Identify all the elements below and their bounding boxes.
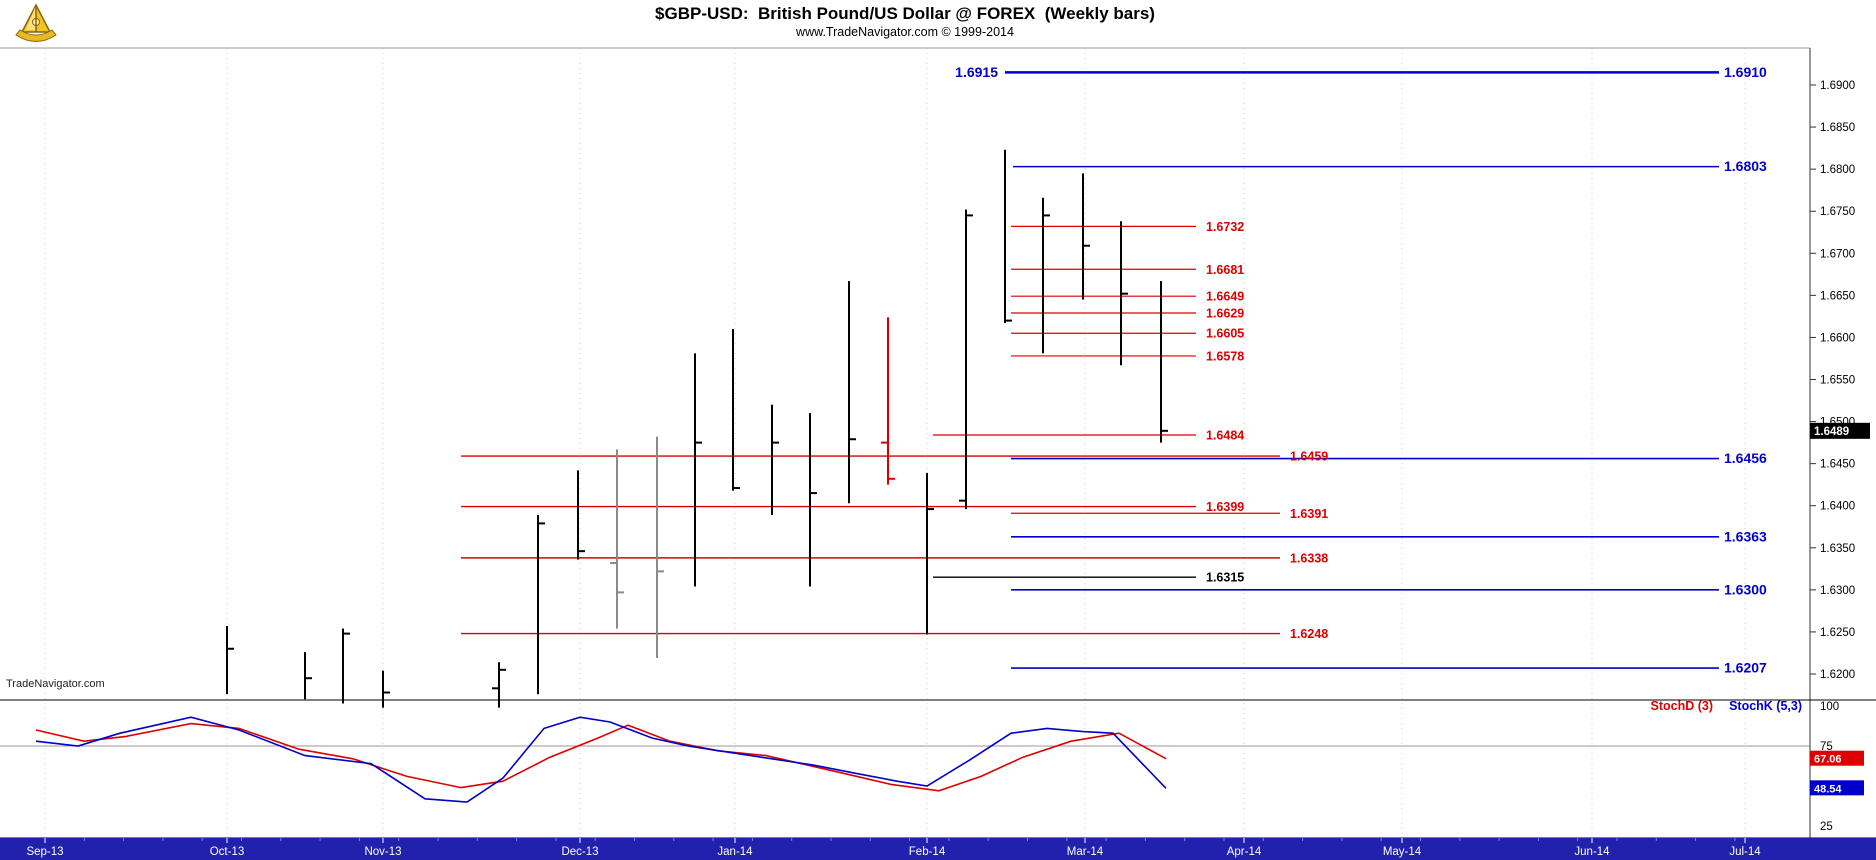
stoch-line-StochD[interactable]	[35, 722, 1167, 792]
stoch-value-badge	[1810, 780, 1864, 796]
month-label: Sep-13	[26, 846, 63, 858]
stoch-d-legend: StochD (3)	[1651, 699, 1714, 713]
price-tick-label: 1.6550	[1820, 375, 1855, 387]
month-label: May-14	[1383, 846, 1422, 858]
level-label: 1.6391	[1290, 507, 1328, 521]
month-label: Apr-14	[1227, 846, 1262, 858]
level-label: 1.6803	[1724, 158, 1767, 174]
level-label: 1.6363	[1724, 528, 1767, 544]
watermark: TradeNavigator.com	[6, 678, 105, 690]
price-tick-label: 1.6400	[1820, 501, 1855, 513]
price-tick-label: 1.6800	[1820, 164, 1855, 176]
level-label: 1.6300	[1724, 581, 1767, 597]
price-tick-label: 1.6850	[1820, 122, 1855, 134]
price-tick-label: 1.6700	[1820, 248, 1855, 260]
price-tick-label: 1.6250	[1820, 627, 1855, 639]
month-label: Jun-14	[1574, 846, 1610, 858]
tradenavigator-logo	[8, 2, 64, 46]
level-label: 1.6578	[1206, 349, 1244, 363]
month-label: Jul-14	[1729, 846, 1761, 858]
current-price-badge	[1810, 422, 1870, 439]
level-label: 1.6649	[1206, 290, 1244, 304]
chart-title: $GBP-USD: British Pound/US Dollar @ FORE…	[655, 4, 1155, 23]
date-axis-bar	[0, 838, 1876, 860]
price-tick-label: 1.6750	[1820, 206, 1855, 218]
level-label: 1.6459	[1290, 450, 1328, 464]
level-label: 1.6399	[1206, 500, 1244, 514]
price-tick-label: 1.6450	[1820, 459, 1855, 471]
level-label: 1.6629	[1206, 307, 1244, 321]
level-label: 1.6484	[1206, 429, 1244, 443]
level-label: 1.6732	[1206, 220, 1244, 234]
price-tick-label: 1.6600	[1820, 332, 1855, 344]
price-tick-label: 1.6650	[1820, 290, 1855, 302]
month-label: Feb-14	[909, 846, 946, 858]
current-price-label: 1.6489	[1814, 426, 1849, 438]
month-label: Jan-14	[717, 846, 753, 858]
tradenavigator-logo-graphic	[15, 3, 57, 42]
stoch-line-StochK[interactable]	[35, 716, 1167, 803]
level-label: 1.6207	[1724, 660, 1767, 676]
month-label: Mar-14	[1067, 846, 1104, 858]
level-label: 1.6915	[955, 64, 998, 80]
price-tick-label: 1.6350	[1820, 543, 1855, 555]
level-label: 1.6605	[1206, 327, 1244, 341]
stoch-value-label: 67.06	[1814, 754, 1842, 766]
stoch-scale-label: 25	[1820, 821, 1833, 833]
price-tick-label: 1.6200	[1820, 669, 1855, 681]
month-label: Dec-13	[561, 846, 598, 858]
level-label: 1.6456	[1724, 450, 1767, 466]
level-label: 1.6315	[1206, 571, 1244, 585]
stoch-scale-label: 75	[1820, 741, 1833, 753]
stoch-value-label: 48.54	[1814, 783, 1842, 795]
price-tick-label: 1.6300	[1820, 585, 1855, 597]
month-label: Oct-13	[210, 846, 245, 858]
level-label: 1.6338	[1290, 551, 1328, 565]
level-label: 1.6681	[1206, 263, 1244, 277]
month-label: Nov-13	[364, 846, 401, 858]
stoch-k-legend: StochK (5,3)	[1729, 699, 1802, 713]
chart-subtitle: www.TradeNavigator.com © 1999-2014	[796, 25, 1014, 39]
stoch-value-badge	[1810, 750, 1864, 766]
stoch-scale-label: 100	[1820, 701, 1839, 713]
price-tick-label: 1.6900	[1820, 80, 1855, 92]
level-label: 1.6248	[1290, 627, 1328, 641]
level-label: 1.6910	[1724, 64, 1767, 80]
